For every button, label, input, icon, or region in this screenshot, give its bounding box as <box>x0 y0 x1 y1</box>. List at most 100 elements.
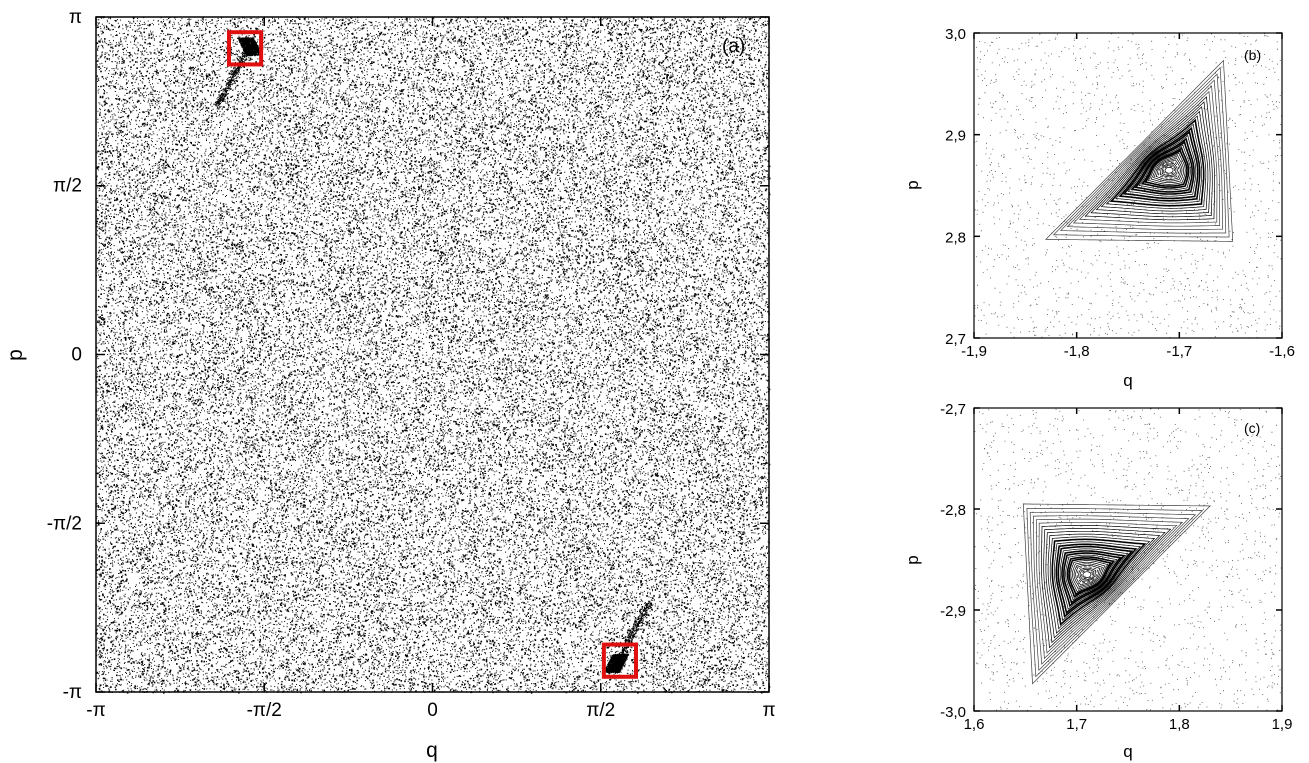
panel-b-xtick-label-1: -1,8 <box>1064 343 1090 360</box>
panel-b-invariant-curve-2 <box>1059 73 1227 234</box>
panel-a-island-1 <box>604 599 653 673</box>
panel-a-island-0 <box>215 37 263 110</box>
panel-c-invariant-curve-11 <box>1051 538 1147 627</box>
panel-b-invariant-curve-6 <box>1084 96 1215 221</box>
panel-c-ytick-label-1: -2,9 <box>940 603 966 620</box>
panel-c-xlabel: q <box>1123 742 1132 761</box>
panel-b-invariant-curve-7 <box>1090 101 1213 218</box>
panel-a-chaotic-sea-points <box>96 17 771 694</box>
panel-c-invariant-curve-10 <box>1049 536 1151 630</box>
panel-c-invariant-curve-8 <box>1045 530 1161 639</box>
panel-b-xtick-label-2: -1,7 <box>1166 343 1192 360</box>
panel-a-ytick-label-2: 0 <box>71 345 82 366</box>
panel-a-xtick-label-4: π <box>762 700 775 721</box>
panel-b-invariant-curve-25 <box>1157 161 1180 179</box>
panel-b-invariant-curve-18 <box>1138 144 1191 191</box>
panel-b-invariant-curve-29 <box>1164 167 1174 174</box>
panel-c-invariant-curve-14 <box>1057 545 1134 615</box>
panel-b-ticks: -1,9 -1,8 -1,7 -1,6 2,7 2,8 2,9 3,0 <box>945 26 1295 360</box>
panel-c-xtick-label-3: 1,9 <box>1272 716 1293 733</box>
panel-b-frame <box>973 32 1283 339</box>
panel-b-invariant-curve-28 <box>1163 165 1175 175</box>
panel-a-ylabel: p <box>4 349 27 361</box>
panel-c-invariant-curve-25 <box>1076 566 1099 584</box>
panel-a-xtick-label-2: 0 <box>427 700 438 721</box>
panel-a-xtick-label-0: -π <box>86 700 105 721</box>
panel-b-invariant-curve-0 <box>1045 59 1234 242</box>
panel-c-chart: 1,6 1,7 1,8 1,9 -3,0 -2,9 -2,8 -2,7 (c) q p <box>903 401 1292 761</box>
panel-b-ylabel: p <box>903 180 922 189</box>
panel-c-invariant-curve-15 <box>1059 548 1129 610</box>
panel-a-highlight-box-1 <box>601 642 639 679</box>
panel-b-ytick-label-2: 2,9 <box>945 128 966 145</box>
panel-a-xtick-label-3: π/2 <box>586 700 615 721</box>
panel-b-xlabel: q <box>1123 371 1132 390</box>
panel-c-invariant-curve-16 <box>1061 550 1126 608</box>
panel-a-ytick-label-1: -π/2 <box>47 513 82 534</box>
panel-b-xtick-label-0: -1,9 <box>961 343 987 360</box>
panel-c-ylabel: p <box>903 555 922 564</box>
panel-c-xtick-label-0: 1,6 <box>964 716 985 733</box>
panel-c-invariant-curve-1 <box>1026 508 1204 678</box>
panel-c-xtick-label-1: 1,7 <box>1066 716 1087 733</box>
panel-a-ticks: -π -π/2 0 π/2 π -π -π/2 0 π/2 π <box>47 7 776 721</box>
panel-b-chart: -1,9 -1,8 -1,7 -1,6 2,7 2,8 2,9 3,0 (b) q p <box>903 26 1295 390</box>
panel-c-invariant-curve-28 <box>1081 570 1093 579</box>
panel-c-invariant-curve-23 <box>1073 563 1103 588</box>
panel-c-invariant-curve-21 <box>1070 560 1109 593</box>
panel-a-frame <box>95 16 770 693</box>
panel-a-chart: -π -π/2 0 π/2 π -π -π/2 0 π/2 π (a) q p <box>4 7 776 762</box>
panel-c-invariant-curve-5 <box>1038 521 1178 654</box>
panel-c-invariant-curve-9 <box>1047 533 1156 634</box>
panel-c-invariant-curve-24 <box>1075 564 1101 586</box>
panel-b-invariant-curve-3 <box>1066 79 1224 230</box>
panel-b-invariant-curve-9 <box>1100 110 1209 212</box>
panel-b-xtick-label-3: -1,6 <box>1269 343 1295 360</box>
panel-c-ytick-label-2: -2,8 <box>940 502 966 519</box>
panel-b-invariant-curve-11 <box>1109 118 1205 207</box>
panel-b-invariant-curve-27 <box>1161 164 1177 176</box>
panel-c-invariant-curve-4 <box>1035 518 1184 660</box>
panel-b-invariant-curve-26 <box>1159 162 1178 178</box>
panel-b-invariant-curve-24 <box>1155 159 1181 180</box>
panel-b-invariant-curve-10 <box>1105 115 1207 209</box>
panel-b-invariant-curve-13 <box>1118 126 1201 202</box>
panel-c-invariant-curve-0 <box>1022 503 1211 685</box>
panel-c-ytick-label-0: -3,0 <box>940 704 966 721</box>
panel-b-invariant-curve-4 <box>1072 85 1221 227</box>
panel-a-xlabel: q <box>426 739 438 762</box>
panel-a-highlight-boxes <box>226 30 639 679</box>
panel-b-invariant-curve-16 <box>1130 137 1195 195</box>
panel-b-invariant-curve-20 <box>1144 149 1188 187</box>
panel-b-points <box>974 33 1283 339</box>
panel-b-invariant-curve-1 <box>1052 66 1230 238</box>
panel-b-letter: (b) <box>1244 47 1261 63</box>
panel-c-points <box>974 408 1283 712</box>
panel-a-ytick-label-4: π <box>69 7 82 28</box>
panel-a-highlight-box-0 <box>226 30 264 67</box>
panel-a-points <box>96 17 771 694</box>
panel-c-letter: (c) <box>1244 420 1260 436</box>
panel-b-ytick-label-1: 2,8 <box>945 229 966 246</box>
panel-c-invariant-curve-7 <box>1043 528 1166 644</box>
panel-c-invariant-curve-19 <box>1066 556 1116 598</box>
panel-b-ytick-label-3: 3,0 <box>945 26 966 43</box>
panel-c-invariant-curve-29 <box>1082 571 1092 578</box>
panel-c-ticks: 1,6 1,7 1,8 1,9 -3,0 -2,9 -2,8 -2,7 <box>940 401 1292 733</box>
panel-c-invariant-curve-22 <box>1072 561 1106 590</box>
panel-c-invariant-curve-18 <box>1065 554 1118 601</box>
panel-c-invariant-curve-26 <box>1078 567 1097 582</box>
panel-c-xtick-label-2: 1,8 <box>1169 716 1190 733</box>
panel-c-invariant-curve-17 <box>1063 552 1122 605</box>
panel-b-invariant-curve-14 <box>1122 130 1199 200</box>
panel-c-invariant-curve-27 <box>1079 569 1095 581</box>
panel-c-invariant-curve-6 <box>1041 525 1172 649</box>
panel-c-invariant-curve-13 <box>1055 543 1138 618</box>
panel-b-invariant-curve-8 <box>1095 106 1211 215</box>
panel-b-invariant-curve-17 <box>1134 140 1193 193</box>
panel-a-ytick-label-0: -π <box>63 682 82 703</box>
panel-b-invariant-curve-5 <box>1078 90 1218 224</box>
panel-c-invariant-curve-20 <box>1068 558 1112 596</box>
panel-c-invariant-curve-2 <box>1029 511 1197 671</box>
